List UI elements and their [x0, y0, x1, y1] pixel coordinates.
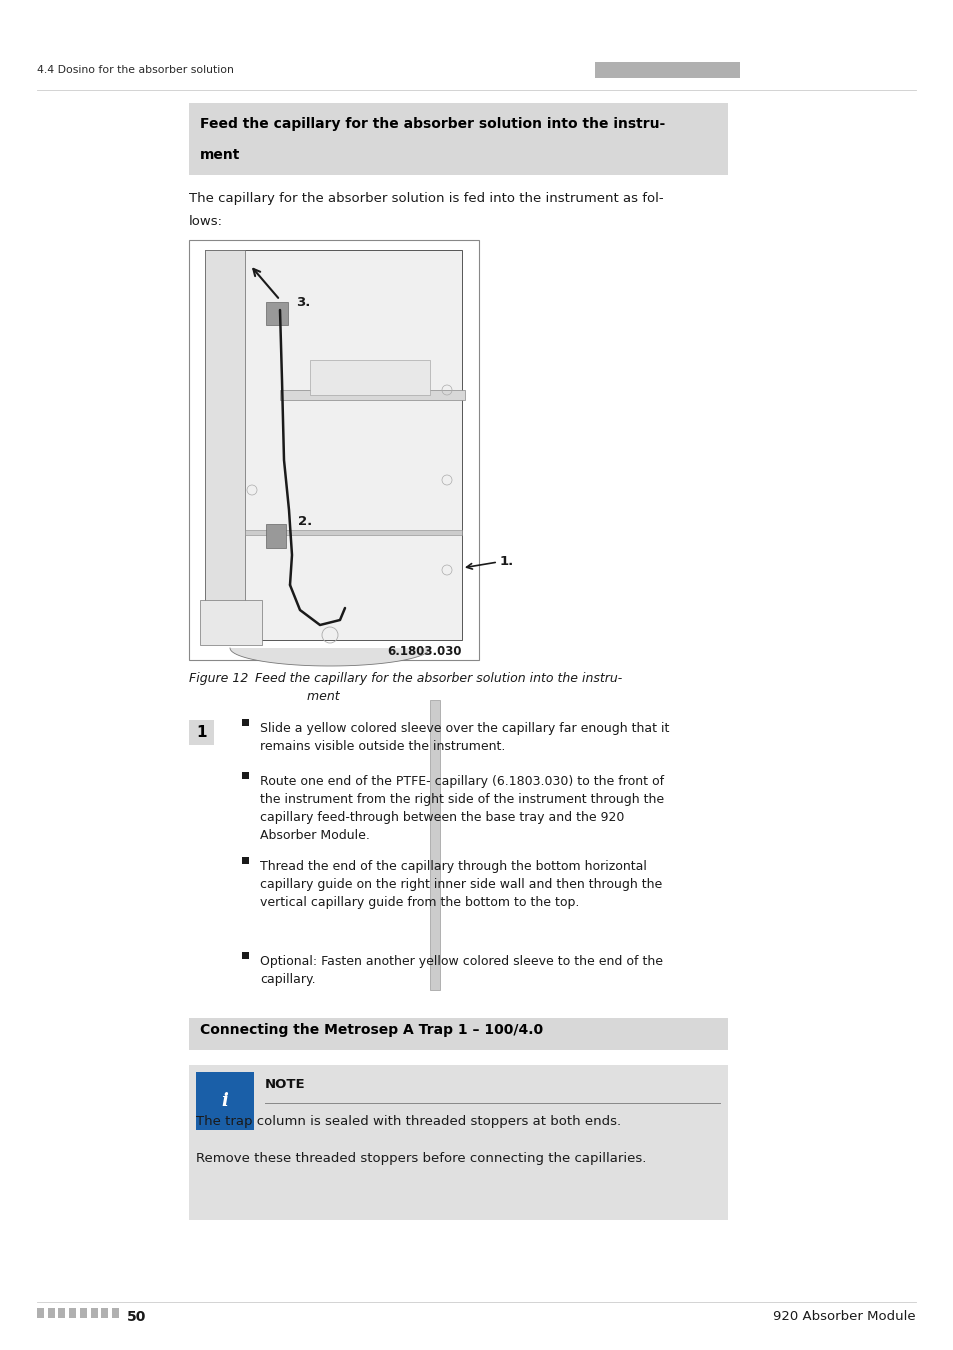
- Bar: [679, 62, 687, 78]
- Bar: [310, 360, 430, 396]
- Bar: [595, 62, 602, 78]
- Bar: [58, 1308, 66, 1318]
- Text: 2.: 2.: [297, 514, 312, 528]
- Bar: [189, 1018, 727, 1050]
- Text: 3.: 3.: [295, 296, 310, 309]
- Text: i: i: [221, 1092, 228, 1110]
- Bar: [189, 240, 478, 660]
- Text: Remove these threaded stoppers before connecting the capillaries.: Remove these threaded stoppers before co…: [195, 1152, 646, 1165]
- Bar: [601, 62, 609, 78]
- Bar: [659, 62, 667, 78]
- Bar: [673, 62, 680, 78]
- Text: The capillary for the absorber solution is fed into the instrument as fol-: The capillary for the absorber solution …: [189, 192, 663, 205]
- Bar: [719, 62, 726, 78]
- Text: 1: 1: [196, 725, 207, 740]
- Bar: [627, 62, 635, 78]
- Bar: [245, 531, 461, 535]
- Bar: [48, 1308, 54, 1318]
- Text: Route one end of the PTFE- capillary (6.1803.030) to the front of
the instrument: Route one end of the PTFE- capillary (6.…: [260, 775, 663, 842]
- Bar: [705, 62, 713, 78]
- Bar: [620, 62, 628, 78]
- Bar: [280, 390, 464, 400]
- Bar: [430, 701, 439, 990]
- Bar: [205, 250, 461, 640]
- Text: ment: ment: [200, 148, 240, 162]
- Bar: [69, 1308, 76, 1318]
- Bar: [242, 952, 249, 958]
- Bar: [666, 62, 674, 78]
- Bar: [242, 771, 249, 779]
- Bar: [205, 250, 245, 640]
- Bar: [37, 1308, 44, 1318]
- Text: Optional: Fasten another yellow colored sleeve to the end of the
capillary.: Optional: Fasten another yellow colored …: [260, 954, 662, 986]
- Text: The trap column is sealed with threaded stoppers at both ends.: The trap column is sealed with threaded …: [195, 1115, 620, 1129]
- Text: Feed the capillary for the absorber solution into the instru-: Feed the capillary for the absorber solu…: [200, 117, 664, 131]
- Bar: [685, 62, 694, 78]
- Bar: [91, 1308, 97, 1318]
- Text: 4.4 Dosino for the absorber solution: 4.4 Dosino for the absorber solution: [37, 65, 233, 76]
- Bar: [614, 62, 622, 78]
- Text: 6.1803.030: 6.1803.030: [387, 645, 461, 657]
- Bar: [189, 720, 213, 745]
- Bar: [699, 62, 706, 78]
- Bar: [189, 1065, 727, 1220]
- Bar: [101, 1308, 109, 1318]
- Text: 50: 50: [127, 1310, 146, 1324]
- Bar: [607, 62, 616, 78]
- Bar: [242, 856, 249, 864]
- Text: Thread the end of the capillary through the bottom horizontal
capillary guide on: Thread the end of the capillary through …: [260, 860, 661, 909]
- Bar: [731, 62, 740, 78]
- Bar: [640, 62, 648, 78]
- Text: Feed the capillary for the absorber solution into the instru-
             ment: Feed the capillary for the absorber solu…: [254, 672, 621, 703]
- Bar: [646, 62, 655, 78]
- Bar: [724, 62, 733, 78]
- Bar: [242, 718, 249, 725]
- Bar: [112, 1308, 119, 1318]
- Text: Figure 12: Figure 12: [189, 672, 248, 684]
- Bar: [189, 103, 727, 176]
- Bar: [634, 62, 641, 78]
- Text: NOTE: NOTE: [265, 1079, 305, 1091]
- Bar: [712, 62, 720, 78]
- Text: 920 Absorber Module: 920 Absorber Module: [773, 1310, 915, 1323]
- Bar: [200, 599, 262, 645]
- Bar: [266, 302, 288, 325]
- Text: Connecting the Metrosep A Trap 1 – 100/4.0: Connecting the Metrosep A Trap 1 – 100/4…: [200, 1023, 542, 1037]
- Text: lows:: lows:: [189, 215, 223, 228]
- Text: 1.: 1.: [499, 555, 514, 568]
- Bar: [653, 62, 661, 78]
- Bar: [692, 62, 700, 78]
- Bar: [266, 524, 286, 548]
- Text: Slide a yellow colored sleeve over the capillary far enough that it
remains visi: Slide a yellow colored sleeve over the c…: [260, 722, 669, 753]
- Bar: [80, 1308, 87, 1318]
- Bar: [195, 1072, 253, 1130]
